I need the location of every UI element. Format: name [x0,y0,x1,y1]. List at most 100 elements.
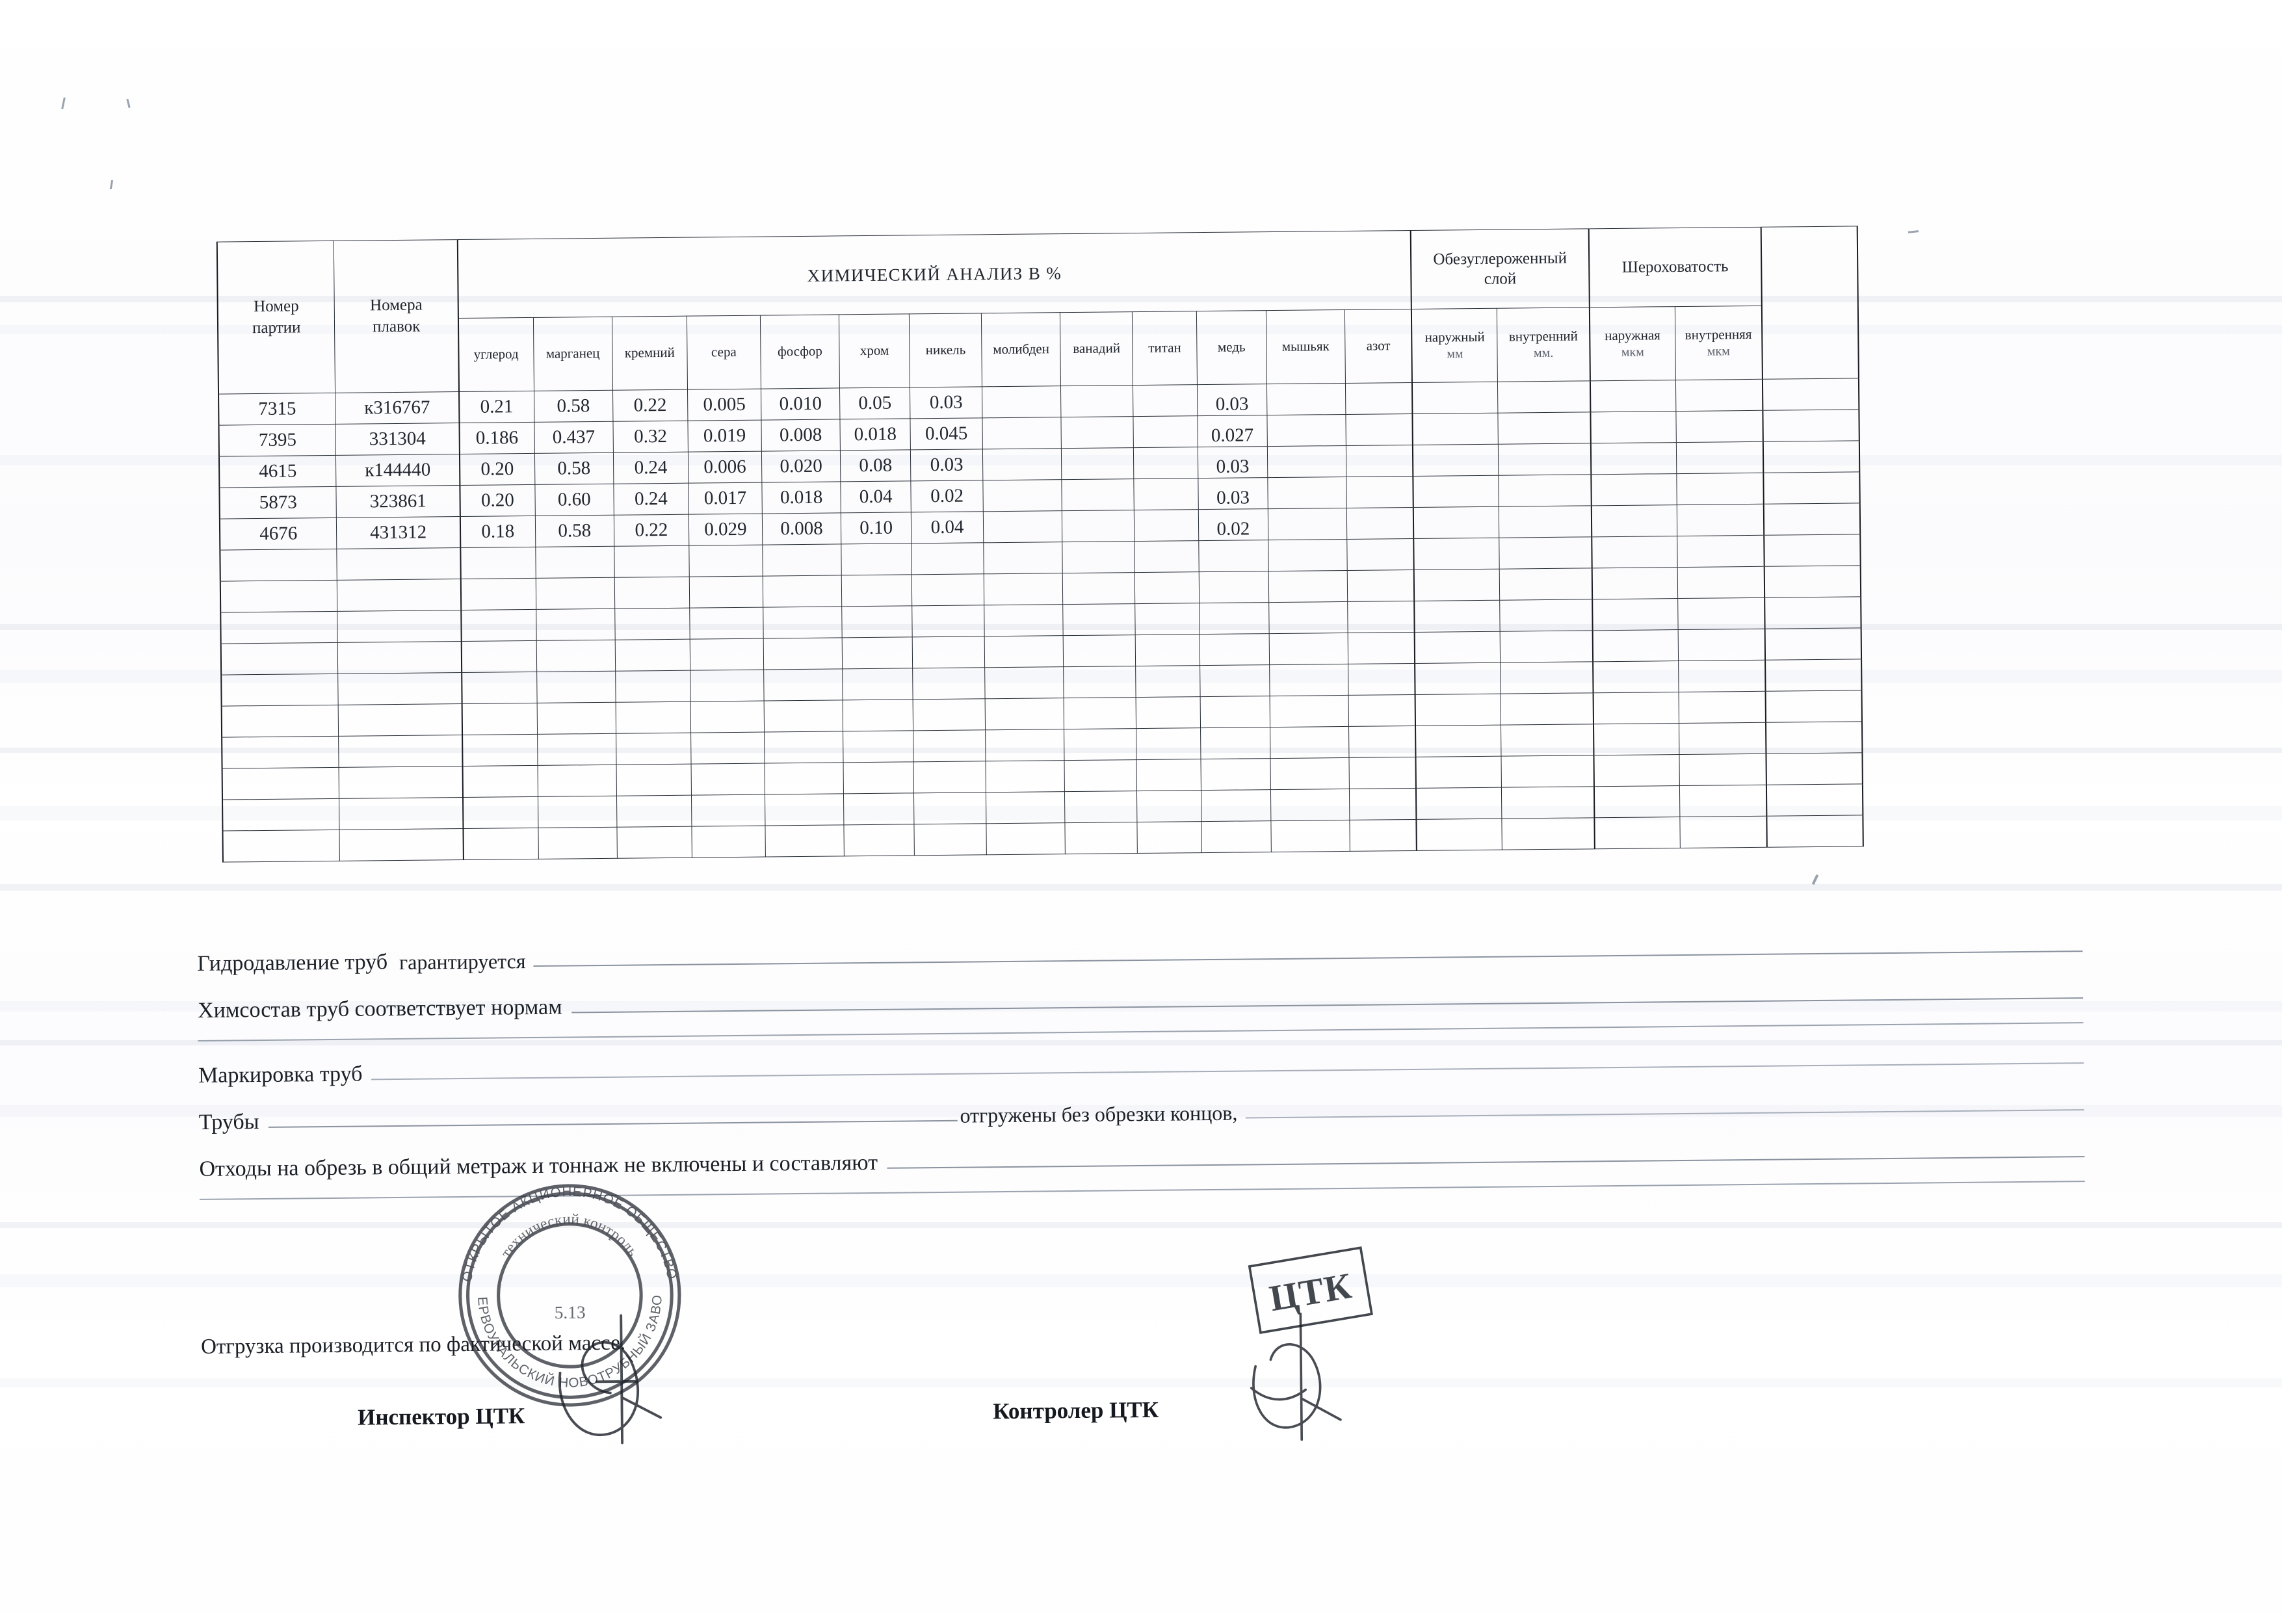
cell-decarb-inner [1501,661,1593,694]
col-header-decarb-inner: внутренний мм. [1497,307,1590,382]
cell-nitrogen [1348,632,1415,664]
cell-nitrogen [1349,819,1417,852]
col-header-decarb-outer-label: наружный [1424,328,1485,345]
cell-nickel [913,823,987,856]
cell-sulfur: 0.029 [689,514,763,546]
stamp-inner-code: 5.13 [554,1303,585,1322]
pipes-label: Трубы [198,1110,259,1134]
cell-extra [1762,378,1859,411]
cell-decarb-inner [1501,724,1594,757]
note-chemical-composition: Химсостав труб соответствует нормам [198,980,2084,1041]
cell-carbon [462,765,538,798]
cell-rough-outer [1593,692,1679,724]
cell-batch-number [222,798,340,832]
col-header-nitrogen: азот [1344,309,1413,384]
cell-chromium [841,605,913,638]
cell-decarb-inner [1501,692,1593,726]
cell-decarb-outer [1413,538,1500,570]
cell-arsenic [1268,633,1348,665]
cell-sulfur: 0.006 [688,451,762,484]
cell-rough-outer [1592,661,1679,693]
cell-sulfur [690,670,765,702]
cell-sulfur [689,607,764,640]
cell-rough-inner [1677,535,1764,568]
cell-rough-inner [1677,629,1765,661]
cell-copper: 0.03 [1197,388,1267,421]
cell-nickel [913,792,986,824]
cell-manganese [536,640,616,672]
cell-copper: 0.02 [1198,513,1268,545]
cell-rough-outer [1592,567,1678,599]
cell-decarb-inner [1502,817,1595,850]
cell-arsenic [1270,726,1350,759]
cell-titanium [1136,727,1201,760]
cell-nitrogen [1348,726,1416,758]
cell-sulfur: 0.019 [687,420,762,452]
cell-rough-outer [1593,723,1679,755]
cell-molybdenum [984,573,1063,605]
cell-nitrogen [1347,601,1415,633]
cell-copper: 0.03 [1198,451,1268,483]
col-header-heat-numbers-line1: Номера [369,296,423,315]
cell-silicon [616,764,692,796]
cell-batch-number [222,830,340,863]
cell-rough-outer [1590,411,1677,443]
cell-decarb-outer [1415,725,1502,757]
group-header-roughness: Шероховатость [1588,227,1762,308]
cell-manganese: 0.58 [534,452,614,485]
cell-extra [1765,721,1863,754]
cell-arsenic [1269,695,1349,727]
cell-rough-inner [1679,753,1766,786]
cell-chromium [844,824,915,856]
cell-heat-number [338,735,463,768]
chemical-analysis-table-wrapper: Номер партии Номера плавок ХИМИЧЕСКИЙ АН… [216,226,1864,863]
cell-carbon [460,547,536,579]
col-header-chromium: хром [839,313,910,388]
cell-vanadium [1063,666,1136,698]
col-header-arsenic: мышьяк [1266,309,1346,384]
cell-extra [1766,815,1863,848]
cell-chromium [842,668,913,700]
notes-section: Гидродавление труб гарантируется Химсост… [197,934,2085,1222]
cell-heat-number: 323861 [336,485,460,518]
cell-rough-outer [1592,629,1679,662]
cell-vanadium [1064,791,1138,823]
cell-chromium [843,761,914,794]
cell-batch-number [222,736,339,769]
cell-batch-number [222,767,339,800]
group-header-decarburized-layer: Обезуглероженный слой [1411,228,1590,309]
cell-arsenic [1268,539,1348,571]
cell-chromium: 0.04 [841,480,911,513]
cell-manganese [538,827,618,859]
cell-heat-number [339,828,464,861]
cell-heat-number: 431312 [336,516,461,549]
cell-arsenic [1268,570,1348,603]
cell-rough-outer [1590,380,1676,412]
cell-manganese [535,577,615,610]
cell-sulfur [689,576,763,609]
cell-arsenic [1267,445,1346,478]
shipment-note: Отгрузка производится по фактической мас… [200,1331,626,1359]
pipes-tail-text: отгружены без обрезки концов, [960,1101,1238,1127]
cell-vanadium [1062,603,1136,636]
cell-phosphorus: 0.008 [761,419,841,452]
hydro-pressure-value[interactable]: гарантируется [399,949,526,974]
cell-vanadium [1064,759,1137,792]
cell-titanium [1136,759,1201,791]
cell-nitrogen [1348,694,1416,727]
cell-extra [1764,596,1861,629]
cell-silicon [614,545,690,578]
col-header-decarb-inner-label: внутренний [1508,328,1578,345]
col-header-arsenic-label: мышьяк [1281,338,1330,355]
cell-nitrogen [1345,382,1413,415]
cell-phosphorus: 0.008 [762,512,841,545]
cell-rough-outer [1590,442,1677,475]
cell-rough-inner [1675,410,1763,443]
cell-decarb-outer [1413,444,1499,477]
cell-copper [1200,696,1270,728]
cell-vanadium [1062,541,1135,573]
col-header-chromium-label: хром [859,342,889,359]
cell-phosphorus [764,731,844,764]
cell-nickel [913,729,986,762]
